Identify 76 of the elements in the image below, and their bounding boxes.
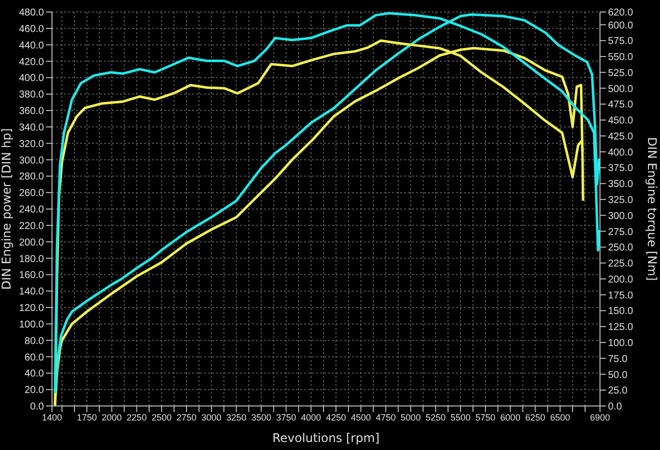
y-tick-label: 420.0 — [18, 56, 44, 68]
y2-axis-title: DIN Engine torque [Nm] — [644, 137, 659, 281]
y2-tick-label: 250.0 — [608, 242, 634, 254]
y-tick-label: 180.0 — [18, 254, 44, 265]
x-tick-label: 5250 — [426, 412, 446, 422]
x-tick-label: 1400 — [42, 412, 62, 422]
x-tick-label: 3750 — [276, 412, 296, 422]
y-tick-label: 400.0 — [18, 73, 44, 84]
y-tick-label: 220.0 — [18, 220, 44, 232]
y2-tick-label: 125.0 — [608, 322, 634, 334]
y2-tick-label: 75.0 — [608, 354, 628, 365]
y-tick-label: 80.0 — [24, 336, 44, 347]
y-tick-label: 380.0 — [18, 90, 44, 101]
y2-tick-label: 275.0 — [608, 226, 634, 238]
y2-tick-label: 400.0 — [608, 147, 634, 158]
y2-tick-label: 200.0 — [608, 274, 634, 286]
x-tick-label: 3250 — [226, 412, 246, 422]
x-tick-label: 1750 — [76, 412, 97, 422]
y-tick-label: 280.0 — [18, 172, 44, 183]
x-tick-label: 6000 — [500, 412, 520, 422]
y-tick-label: 20.0 — [24, 385, 44, 396]
y-tick-label: 460.0 — [18, 24, 44, 35]
y2-tick-label: 150.0 — [608, 306, 634, 318]
y2-tick-label: 500.0 — [608, 84, 634, 95]
y2-tick-label: 475.0 — [608, 100, 634, 111]
x-tick-label: 2250 — [126, 412, 147, 422]
y-tick-label: 360.0 — [18, 106, 44, 118]
y2-tick-label: 175.0 — [608, 290, 634, 302]
y-tick-label: 60.0 — [24, 352, 44, 364]
y-tick-label: 100.0 — [18, 319, 44, 330]
y-tick-label: 480.0 — [18, 8, 44, 19]
x-tick-label: 3000 — [201, 412, 222, 422]
y2-tick-label: 525.0 — [608, 68, 634, 79]
y-tick-label: 320.0 — [18, 138, 44, 150]
x-tick-label: 2500 — [152, 412, 172, 422]
y-tick-label: 440.0 — [18, 40, 44, 52]
y2-tick-label: 550.0 — [608, 52, 634, 64]
y-tick-label: 260.0 — [18, 188, 44, 200]
x-tick-label: 4500 — [350, 412, 371, 422]
y2-tick-label: 50.0 — [608, 370, 628, 381]
y2-tick-label: 600.0 — [608, 20, 634, 32]
x-tick-label: 6500 — [550, 412, 570, 422]
y-tick-label: 240.0 — [18, 204, 44, 216]
x-tick-label: 6250 — [525, 412, 546, 422]
y2-tick-label: 100.0 — [608, 338, 634, 349]
x-tick-label: 4750 — [376, 412, 396, 422]
x-tick-label: 2750 — [176, 412, 197, 422]
y2-tick-label: 225.0 — [608, 258, 634, 270]
x-tick-label: 3500 — [251, 412, 272, 422]
y-tick-label: 40.0 — [24, 368, 44, 380]
x-axis-title: Revolutions [rpm] — [272, 431, 380, 445]
x-tick-label: 5000 — [400, 412, 421, 422]
y2-tick-label: 25.0 — [608, 386, 628, 397]
y2-tick-label: 375.0 — [608, 163, 634, 174]
y2-tick-label: 300.0 — [608, 210, 634, 222]
x-tick-label: 5500 — [450, 412, 471, 422]
x-tick-label: 5750 — [475, 412, 496, 422]
x-tick-label: 2000 — [102, 412, 122, 422]
y2-tick-label: 425.0 — [608, 131, 634, 142]
y2-tick-label: 575.0 — [608, 36, 634, 48]
y-tick-label: 0.0 — [30, 402, 44, 413]
x-tick-label: 4000 — [301, 412, 322, 422]
y-tick-label: 140.0 — [18, 286, 44, 298]
y-tick-label: 200.0 — [18, 237, 44, 248]
y-tick-label: 340.0 — [18, 122, 44, 134]
x-tick-label: 4250 — [326, 412, 346, 422]
y2-tick-label: 620.0 — [608, 8, 634, 19]
y2-tick-label: 325.0 — [608, 195, 634, 206]
x-tick-label: 6900 — [590, 412, 610, 422]
y-tick-label: 160.0 — [18, 270, 44, 282]
y2-tick-label: 0.0 — [608, 402, 622, 413]
y-tick-label: 300.0 — [18, 155, 44, 166]
y-axis-title: DIN Engine power [DIN hp] — [0, 128, 14, 290]
y2-tick-label: 350.0 — [608, 179, 634, 190]
y2-tick-label: 450.0 — [608, 116, 634, 127]
y-tick-label: 120.0 — [18, 303, 44, 314]
